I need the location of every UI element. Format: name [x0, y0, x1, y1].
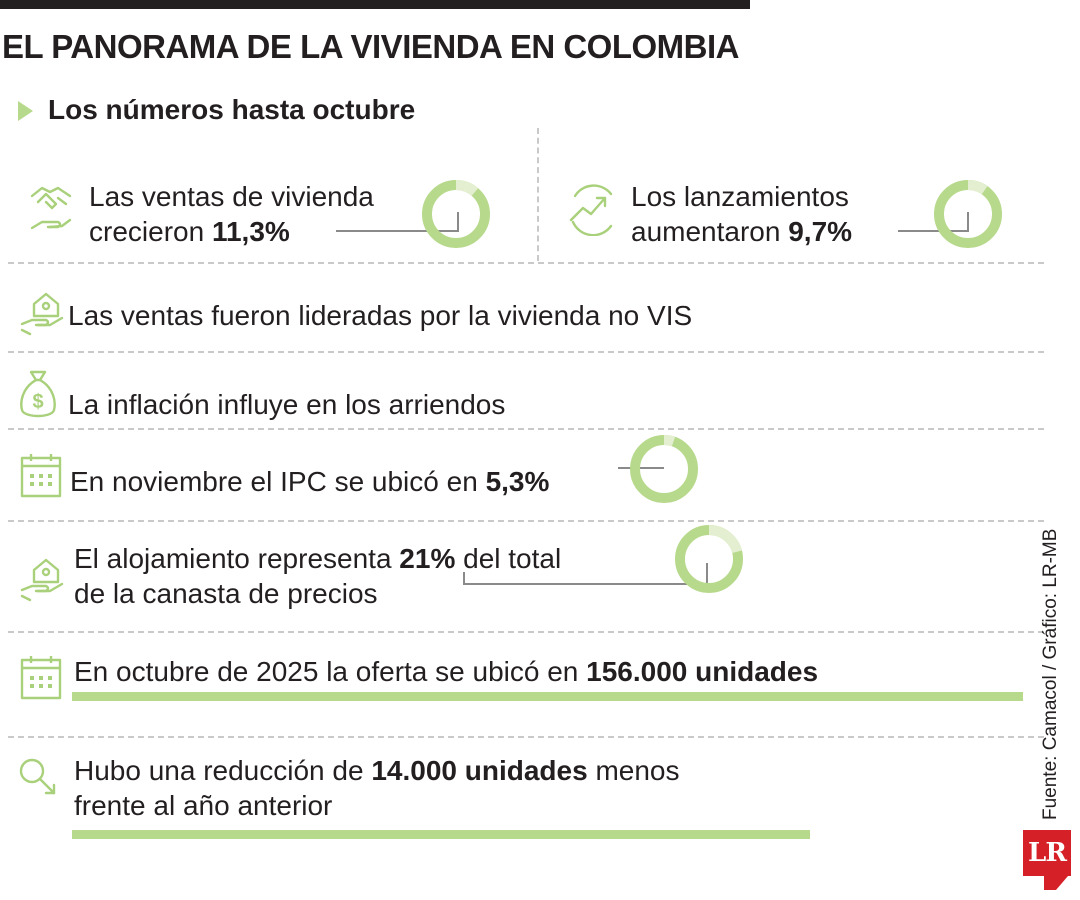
ventas-line2: crecieron 11,3% — [89, 216, 290, 247]
alojamiento-line2: de la canasta de precios — [74, 578, 378, 609]
alojamiento-line1: El alojamiento representa 21% del total — [74, 543, 562, 574]
magnifier-down-icon — [19, 758, 56, 795]
donut-slice — [967, 180, 988, 195]
alojamiento-leader-tick2 — [706, 563, 708, 585]
oferta-value: 156.000 unidades — [586, 656, 819, 687]
reduccion-line2: frente al año anterior — [74, 790, 333, 821]
ventas-leader-line — [336, 230, 457, 232]
lanzamientos-line1: Los lanzamientos — [631, 181, 849, 212]
oferta-text: En octubre de 2025 la oferta se ubicó en… — [74, 656, 819, 687]
lanzamientos-leader-tick — [967, 212, 969, 232]
ipc-leader-line — [618, 467, 664, 469]
donut-slice — [663, 435, 676, 447]
money-bag-icon: $ — [20, 370, 56, 418]
donut-ring — [934, 180, 1002, 248]
row-divider — [8, 736, 1044, 738]
top-rule — [0, 0, 750, 9]
house-hand-icon — [20, 292, 64, 336]
calendar-icon — [20, 656, 62, 700]
alojamiento-leader-line — [463, 583, 707, 585]
lanzamientos-line2: aumentaron 9,7% — [631, 216, 853, 247]
ipc-text: En noviembre el IPC se ubicó en 5,3% — [70, 466, 550, 497]
alojamiento-donut — [675, 525, 743, 593]
calendar-icon — [20, 454, 62, 498]
oferta-bar — [72, 692, 1023, 701]
growth-chart-icon — [569, 184, 613, 236]
row-divider — [8, 351, 1044, 353]
donut-slice — [708, 525, 742, 554]
ipc-value: 5,3% — [485, 466, 550, 497]
handshake-icon — [30, 186, 72, 230]
donut-ring — [630, 435, 698, 503]
page-title: EL PANORAMA DE LA VIVIENDA EN COLOMBIA — [2, 28, 739, 65]
ventas-value: 11,3% — [211, 216, 290, 247]
ventas-line1: Las ventas de vivienda — [89, 181, 374, 212]
lanzamientos-leader-line — [898, 230, 968, 232]
lanzamientos-donut — [934, 180, 1002, 248]
alojamiento-value: 21% — [399, 543, 456, 574]
play-arrow-icon — [18, 101, 33, 121]
row-divider — [8, 428, 1044, 430]
reduccion-value: 14.000 unidades — [371, 755, 588, 786]
lr-logo-tail — [1044, 876, 1068, 890]
source-credit: Fuente: Camacol / Gráfico: LR-MB — [1040, 528, 1061, 820]
ipc-donut — [630, 435, 698, 503]
house-hand-icon — [20, 558, 64, 602]
alojamiento-leader-tick — [463, 572, 465, 584]
ventas-leader-tick — [457, 212, 459, 232]
donut-ring — [422, 180, 490, 248]
lideradas-text: Las ventas fueron lideradas por la vivie… — [68, 300, 693, 331]
column-divider — [537, 128, 539, 261]
section-subtitle: Los números hasta octubre — [48, 94, 416, 125]
row-divider — [8, 262, 1044, 264]
reduccion-line1: Hubo una reducción de 14.000 unidades me… — [74, 755, 680, 786]
reduccion-bar — [72, 830, 810, 839]
row-divider — [8, 520, 1044, 522]
row-divider — [8, 631, 1044, 633]
inflacion-text: La inflación influye en los arriendos — [68, 389, 506, 420]
svg-text:$: $ — [32, 391, 43, 413]
lanzamientos-value: 9,7% — [788, 216, 853, 247]
ventas-donut — [422, 180, 490, 248]
lr-logo: LR — [1023, 830, 1071, 876]
donut-slice — [455, 180, 479, 197]
